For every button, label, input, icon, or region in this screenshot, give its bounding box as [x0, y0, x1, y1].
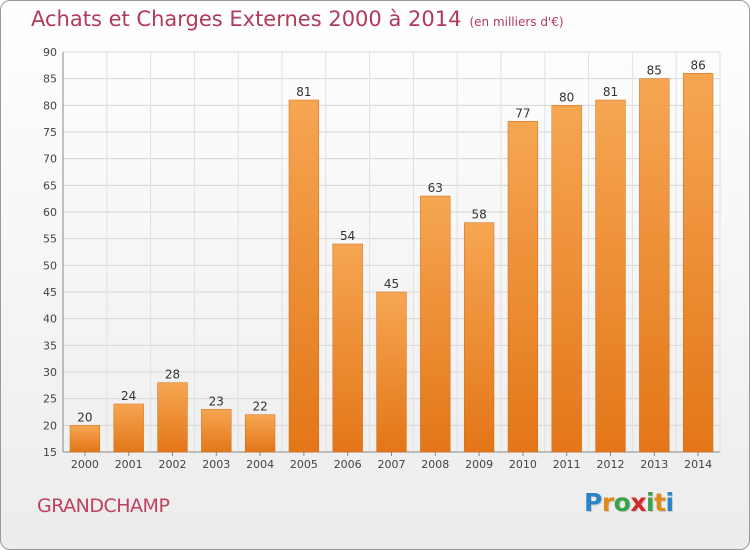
bar-value-label: 20: [77, 410, 92, 424]
bar-value-label: 23: [209, 394, 224, 408]
bar: [420, 195, 451, 453]
y-tick-label: 80: [43, 99, 57, 112]
proxiti-logo: Proxiti: [584, 488, 674, 517]
logo-letter: r: [601, 488, 614, 517]
bar-value-label: 80: [559, 90, 574, 104]
x-tick-label: 2010: [509, 458, 537, 471]
x-tick-label: 2005: [290, 458, 318, 471]
x-tick-label: 2004: [246, 458, 274, 471]
y-tick-label: 75: [43, 126, 57, 139]
commune-name: GRANDCHAMP: [37, 495, 170, 517]
bar-value-label: 81: [603, 85, 618, 99]
logo-letter: t: [654, 488, 666, 517]
y-tick-label: 90: [43, 46, 57, 59]
x-tick-label: 2003: [202, 458, 230, 471]
data-labels: 20 24 28 23 22 81 54 45 63 58 77 80 81 85 86: [77, 58, 705, 424]
bar: [69, 425, 101, 453]
bar-value-label: 85: [647, 64, 662, 78]
x-tick-label: 2012: [597, 458, 625, 471]
bar-value-label: 28: [165, 368, 180, 382]
bar-value-label: 77: [515, 106, 530, 120]
x-tick-label: 2013: [640, 458, 668, 471]
title-text: Achats et Charges Externes 2000 à 2014: [31, 7, 462, 31]
x-tick-label: 2000: [71, 458, 99, 471]
x-tick-label: 2007: [378, 458, 406, 471]
bar: [244, 414, 276, 453]
y-tick-label: 25: [43, 393, 57, 406]
y-tick-label: 20: [43, 419, 57, 432]
x-tick-label: 2011: [553, 458, 581, 471]
logo-letter: o: [613, 488, 631, 517]
bar-value-label: 86: [690, 58, 705, 72]
bar: [682, 73, 714, 453]
bars: [69, 73, 714, 453]
logo-letter: x: [630, 488, 646, 517]
bar-value-label: 45: [384, 277, 399, 291]
bar-value-label: 58: [471, 208, 486, 222]
y-tick-label: 55: [43, 233, 57, 246]
bar: [376, 291, 407, 453]
bar: [288, 99, 320, 453]
bar-value-label: 81: [296, 85, 311, 99]
y-tick-label: 85: [43, 73, 57, 86]
bar: [113, 403, 144, 453]
logo-letter: i: [665, 488, 675, 517]
bar-value-label: 63: [428, 181, 443, 195]
bar: [639, 78, 670, 453]
y-tick-label: 50: [43, 259, 57, 272]
bar: [551, 105, 582, 453]
bar: [157, 382, 188, 453]
y-tick-label: 30: [43, 366, 57, 379]
x-tick-label: 2008: [421, 458, 449, 471]
bar: [332, 243, 363, 453]
y-tick-label: 65: [43, 179, 57, 192]
x-tick-label: 2002: [159, 458, 187, 471]
x-tick-label: 2009: [465, 458, 493, 471]
bar-value-label: 54: [340, 229, 355, 243]
y-tick-label: 70: [43, 153, 57, 166]
bar-value-label: 24: [121, 389, 136, 403]
y-tick-label: 15: [43, 446, 57, 459]
y-tick-label: 35: [43, 339, 57, 352]
bar: [507, 121, 539, 453]
x-tick-label: 2014: [684, 458, 712, 471]
bar: [595, 99, 626, 453]
chart-title: Achats et Charges Externes 2000 à 2014 (e…: [31, 7, 564, 31]
x-tick-label: 2001: [115, 458, 143, 471]
bar: [463, 222, 495, 453]
logo-letter: P: [584, 488, 602, 517]
logo-letter: i: [646, 488, 655, 517]
y-tick-label: 60: [43, 206, 57, 219]
bar-value-label: 22: [252, 400, 267, 414]
y-tick-label: 40: [43, 313, 57, 326]
y-tick-label: 45: [43, 286, 57, 299]
chart-subtitle: (en milliers d'€): [469, 15, 564, 29]
x-tick-label: 2006: [334, 458, 362, 471]
bar: [201, 409, 232, 453]
